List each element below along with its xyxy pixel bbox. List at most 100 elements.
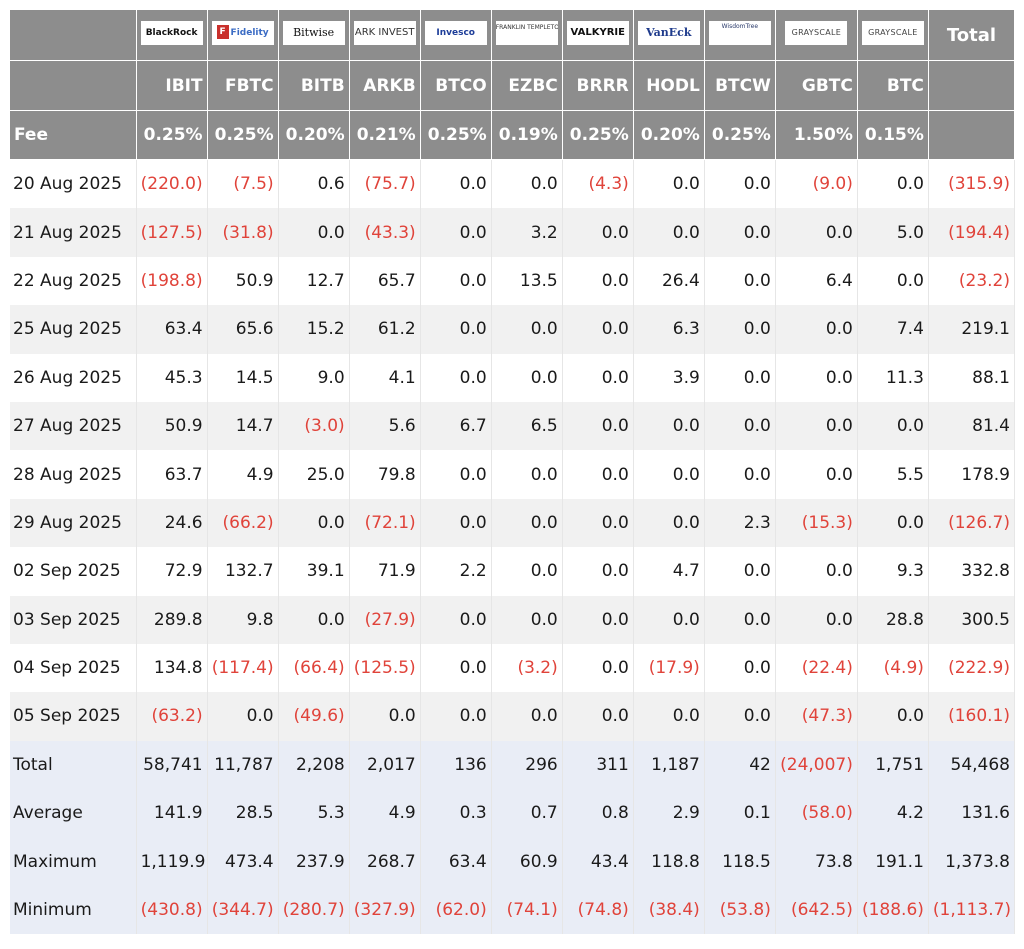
flow-cell: 0.0 — [278, 208, 350, 257]
summary-cell: 60.9 — [491, 837, 563, 886]
flow-cell: 0.0 — [775, 353, 858, 402]
summary-label: Total — [10, 740, 137, 790]
summary-cell: 58,741 — [136, 740, 208, 790]
summary-total-cell: 1,373.8 — [928, 837, 1016, 886]
flow-cell: 28.8 — [857, 595, 929, 644]
fee-row: Fee 0.25% 0.25% 0.20% 0.21% 0.25% 0.19% … — [10, 110, 1016, 160]
flow-cell: 0.0 — [562, 305, 634, 354]
summary-cell: (53.8) — [704, 885, 776, 935]
flow-cell: 0.0 — [420, 256, 492, 306]
flow-cell: 0.0 — [633, 401, 705, 451]
table-row: 05 Sep 2025 (63.2) 0.0 (49.6) 0.0 0.0 0.0 0.0 0.… — [10, 692, 1016, 741]
date-cell: 28 Aug 2025 — [10, 450, 137, 499]
flow-cell: 0.0 — [420, 159, 492, 209]
flow-cell: 0.0 — [562, 401, 634, 451]
flow-cell: 14.5 — [207, 353, 279, 402]
flow-cell: 0.0 — [857, 692, 929, 741]
summary-cell: 1,751 — [857, 740, 929, 790]
flow-cell: 0.0 — [278, 498, 350, 548]
flow-cell: 0.0 — [349, 692, 421, 741]
flow-cell: 0.0 — [857, 256, 929, 306]
flow-cell: 0.0 — [857, 401, 929, 451]
row-total-cell: 219.1 — [928, 305, 1016, 354]
fee-value: 0.25% — [562, 110, 634, 160]
flow-cell: (125.5) — [349, 643, 421, 693]
summary-cell: (642.5) — [775, 885, 858, 935]
fee-value: 0.20% — [278, 110, 350, 160]
flow-cell: 0.0 — [562, 643, 634, 693]
blackrock-logo: BlackRock — [140, 20, 203, 45]
flow-cell: 0.0 — [420, 643, 492, 693]
ticker-header: BRRR — [562, 60, 634, 111]
flow-cell: 0.0 — [704, 256, 776, 306]
flow-cell: 0.0 — [704, 353, 776, 402]
ticker-header: EZBC — [491, 60, 563, 111]
flow-cell: 0.0 — [704, 208, 776, 257]
table-row: 02 Sep 2025 72.9 132.7 39.1 71.9 2.2 0.0 0.0 4.7… — [10, 547, 1016, 596]
ticker-row: IBIT FBTC BITB ARKB BTCO EZBC BRRR HODL … — [10, 60, 1016, 111]
summary-cell: 1,187 — [633, 740, 705, 790]
fee-value: 1.50% — [775, 110, 858, 160]
flow-cell: 0.0 — [491, 353, 563, 402]
table-row: 22 Aug 2025 (198.8) 50.9 12.7 65.7 0.0 13.5 0.0… — [10, 256, 1016, 306]
date-cell: 22 Aug 2025 — [10, 256, 137, 306]
flow-cell: 6.4 — [775, 256, 858, 306]
date-cell: 26 Aug 2025 — [10, 353, 137, 402]
fee-total-cell — [928, 110, 1016, 160]
etf-flow-table-container: BlackRock F Fidelity Bitwise ARK INVEST I… — [10, 10, 1016, 935]
summary-cell: (344.7) — [207, 885, 279, 935]
fee-value: 0.20% — [633, 110, 705, 160]
flow-cell: 14.7 — [207, 401, 279, 451]
issuer-logo-cell: FRANKLIN TEMPLETON — [491, 10, 563, 61]
flow-cell: (47.3) — [775, 692, 858, 741]
summary-cell: 268.7 — [349, 837, 421, 886]
table-row: 27 Aug 2025 50.9 14.7 (3.0) 5.6 6.7 6.5 0.0 0.0 0… — [10, 401, 1016, 451]
summary-cell: (430.8) — [136, 885, 208, 935]
flow-cell: 0.0 — [562, 595, 634, 644]
summary-cell: (58.0) — [775, 789, 858, 838]
fee-value: 0.25% — [136, 110, 208, 160]
flow-cell: 0.0 — [633, 208, 705, 257]
flow-cell: 2.2 — [420, 547, 492, 596]
row-total-cell: (222.9) — [928, 643, 1016, 693]
flow-cell: 63.7 — [136, 450, 208, 499]
table-row: 20 Aug 2025 (220.0) (7.5) 0.6 (75.7) 0.0 0.0 (4… — [10, 159, 1016, 209]
flow-cell: 0.0 — [562, 547, 634, 596]
fee-value: 0.25% — [420, 110, 492, 160]
date-cell: 20 Aug 2025 — [10, 159, 137, 209]
summary-cell: 2,208 — [278, 740, 350, 790]
flow-cell: 25.0 — [278, 450, 350, 499]
row-total-cell: (315.9) — [928, 159, 1016, 209]
date-cell: 02 Sep 2025 — [10, 547, 137, 596]
etf-flow-table: BlackRock F Fidelity Bitwise ARK INVEST I… — [10, 10, 1016, 935]
summary-cell: 118.5 — [704, 837, 776, 886]
flow-cell: 0.0 — [704, 692, 776, 741]
summary-cell: 311 — [562, 740, 634, 790]
issuer-logo-cell: Bitwise — [278, 10, 350, 61]
issuer-logo-cell: Invesco — [420, 10, 492, 61]
ticker-corner-cell — [10, 60, 137, 111]
flow-cell: 39.1 — [278, 547, 350, 596]
summary-cell: 473.4 — [207, 837, 279, 886]
fidelity-logo: F Fidelity — [211, 20, 274, 45]
flow-cell: 0.0 — [562, 692, 634, 741]
summary-cell: (74.1) — [491, 885, 563, 935]
flow-cell: 9.0 — [278, 353, 350, 402]
flow-cell: 45.3 — [136, 353, 208, 402]
summary-cell: 136 — [420, 740, 492, 790]
summary-cell: 0.7 — [491, 789, 563, 838]
flow-cell: (66.2) — [207, 498, 279, 548]
issuer-logo-cell: WisdomTree — [704, 10, 776, 61]
issuer-logo-cell: VanEck — [633, 10, 705, 61]
flow-cell: 0.0 — [704, 450, 776, 499]
summary-label: Maximum — [10, 837, 137, 886]
ticker-header: HODL — [633, 60, 705, 111]
grayscale-logo: GRAYSCALE — [785, 20, 848, 45]
summary-cell: 11,787 — [207, 740, 279, 790]
flow-cell: 132.7 — [207, 547, 279, 596]
flow-cell: (7.5) — [207, 159, 279, 209]
summary-cell: 0.3 — [420, 789, 492, 838]
ticker-header: IBIT — [136, 60, 208, 111]
row-total-cell: 81.4 — [928, 401, 1016, 451]
flow-cell: 0.0 — [491, 595, 563, 644]
